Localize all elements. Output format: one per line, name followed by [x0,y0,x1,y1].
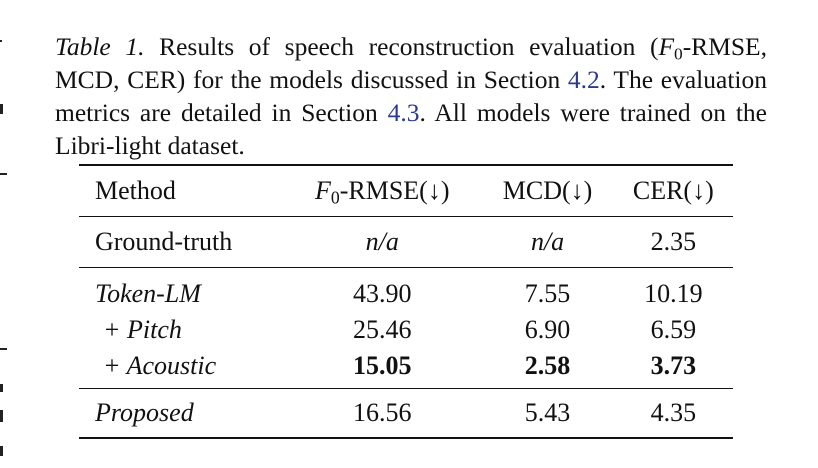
cell-cer: 6.59 [650,315,697,344]
caption-f0-subscript: 0 [674,44,683,64]
caption-label: Table 1. [55,32,145,61]
header-f0-rmse: F0-RMSE(↓) [283,165,481,217]
header-cer: CER(↓) [632,176,714,205]
header-f0-subscript: 0 [330,187,340,208]
cell-mcd: 2.58 [524,351,571,380]
caption-text-3: . The evaluation metrics are detailed in… [55,65,767,127]
caption-f0-letter: F [658,32,675,61]
header-f0-letter: F [314,176,331,205]
table-caption: Table 1. Results of speech reconstructio… [55,30,767,162]
table-row: + Pitch 25.46 6.90 6.59 [79,312,733,348]
cell-mcd: 5.43 [524,398,571,427]
section-ref-link[interactable]: 4.3 [387,98,420,127]
table-row: Proposed 16.56 5.43 4.35 [79,388,733,438]
left-margin-marks [0,0,10,468]
section-ref-link[interactable]: 4.2 [567,65,600,94]
cell-mcd: 6.90 [524,315,571,344]
table-header-row: Method F0-RMSE(↓) MCD(↓) CER(↓) [79,165,733,217]
cell-f0-rmse: 15.05 [352,351,412,380]
header-f0-rest: -RMSE(↓) [339,176,450,205]
cell-method: Ground-truth [95,227,233,256]
cell-method: + Acoustic [103,351,217,380]
cell-method: + Pitch [103,315,182,344]
results-table: Method F0-RMSE(↓) MCD(↓) CER(↓) Ground-t… [79,164,733,439]
header-mcd: MCD(↓) [502,176,593,205]
cell-cer: 2.35 [650,227,697,256]
cell-mcd: 7.55 [524,279,571,308]
table-row: Token-LM 43.90 7.55 10.19 [79,268,733,313]
cell-cer: 10.19 [644,279,703,308]
cell-cer: 3.73 [650,351,697,380]
cell-f0-rmse: n/a [365,227,399,256]
cell-cer: 4.35 [650,398,697,427]
table-row: + Acoustic 15.05 2.58 3.73 [79,348,733,389]
caption-text-4: . All models were trained on the Libri-l… [55,98,767,160]
caption-text-2: -RMSE, MCD, CER) for the models discusse… [55,32,767,94]
cell-method: Proposed [95,398,194,427]
cell-f0-rmse: 25.46 [352,315,412,344]
cell-f0-rmse: 16.56 [352,398,412,427]
caption-text-1: Results of speech reconstruction evaluat… [144,32,659,61]
header-method: Method [95,176,176,205]
cell-method: Token-LM [95,279,201,308]
cell-f0-rmse: 43.90 [352,279,412,308]
table-row: Ground-truth n/a n/a 2.35 [79,217,733,268]
cell-mcd: n/a [530,227,565,256]
